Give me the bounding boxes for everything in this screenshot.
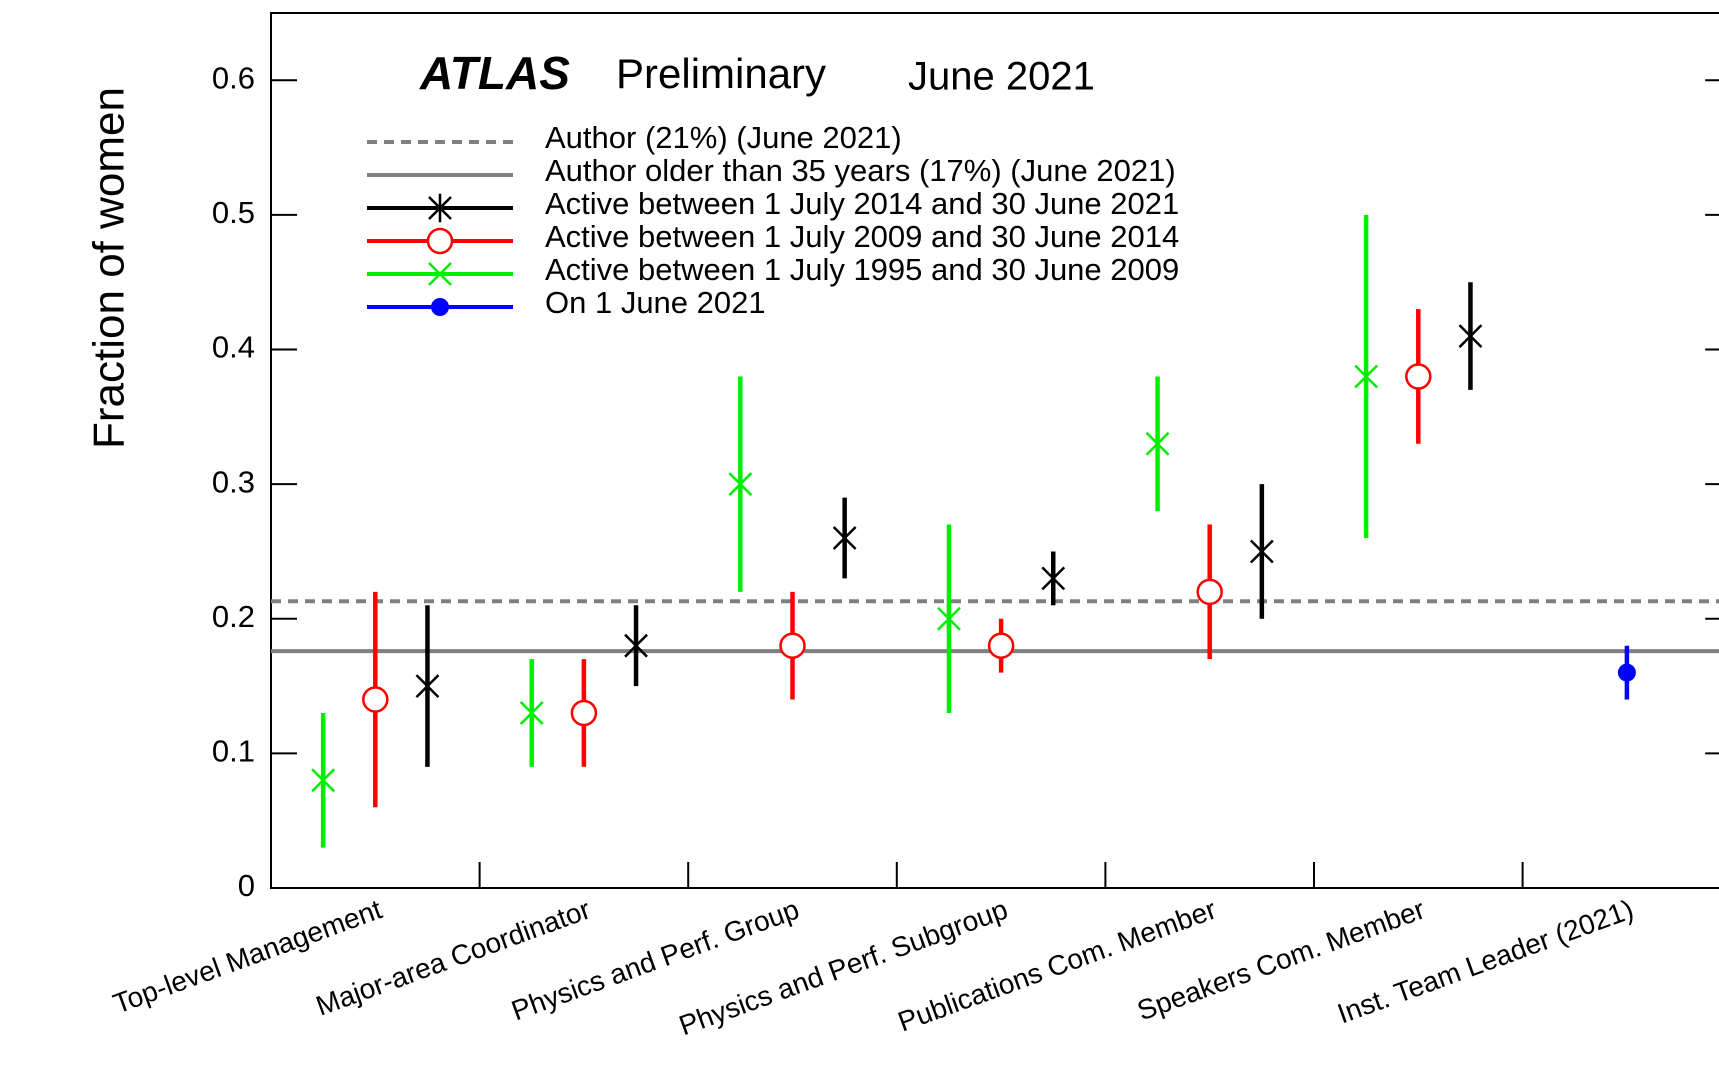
y-tick-label: 0.1 — [212, 734, 255, 769]
data-point — [519, 701, 544, 725]
data-point — [1249, 537, 1274, 566]
legend-marker — [426, 227, 454, 255]
legend-label: Active between 1 July 2009 and 30 June 2… — [545, 219, 1179, 254]
data-point — [1354, 364, 1379, 389]
y-tick-label: 0 — [238, 868, 255, 903]
data-point — [779, 632, 806, 659]
legend-label: Active between 1 July 1995 and 30 June 2… — [545, 252, 1179, 287]
chart-subtitle: Preliminary — [616, 50, 826, 97]
y-tick-label: 0.4 — [212, 330, 255, 365]
legend-marker — [428, 193, 452, 223]
y-axis-label: Fraction of women — [85, 87, 134, 449]
y-tick-label: 0.5 — [212, 195, 255, 230]
data-point — [987, 632, 1015, 659]
data-point — [415, 671, 440, 701]
y-tick-label: 0.3 — [212, 464, 255, 499]
data-point — [311, 768, 336, 793]
data-point — [1145, 431, 1170, 456]
data-point — [624, 631, 648, 660]
data-point — [728, 472, 753, 497]
data-point — [937, 606, 961, 631]
data-point — [570, 699, 598, 727]
data-point — [1617, 663, 1636, 682]
chart-date: June 2021 — [908, 55, 1095, 99]
data-point — [1041, 564, 1066, 593]
legend-marker — [431, 298, 449, 316]
data-point — [362, 686, 389, 713]
plot-frame — [270, 12, 1719, 889]
x-tick-label: Physics and Perf. Subgroup — [675, 893, 1012, 1041]
legend-marker — [428, 262, 452, 286]
data-point — [832, 523, 857, 553]
legend-label: Author older than 35 years (17%) (June 2… — [545, 153, 1176, 188]
legend-label: On 1 June 2021 — [545, 285, 766, 320]
data-point — [1458, 321, 1483, 351]
legend-label: Author (21%) (June 2021) — [545, 120, 902, 155]
data-point — [1196, 578, 1223, 606]
chart-title: ATLAS — [419, 47, 570, 99]
y-tick-label: 0.6 — [212, 60, 255, 95]
data-point — [1405, 363, 1432, 390]
legend-label: Active between 1 July 2014 and 30 June 2… — [545, 186, 1179, 221]
y-tick-label: 0.2 — [212, 599, 255, 634]
